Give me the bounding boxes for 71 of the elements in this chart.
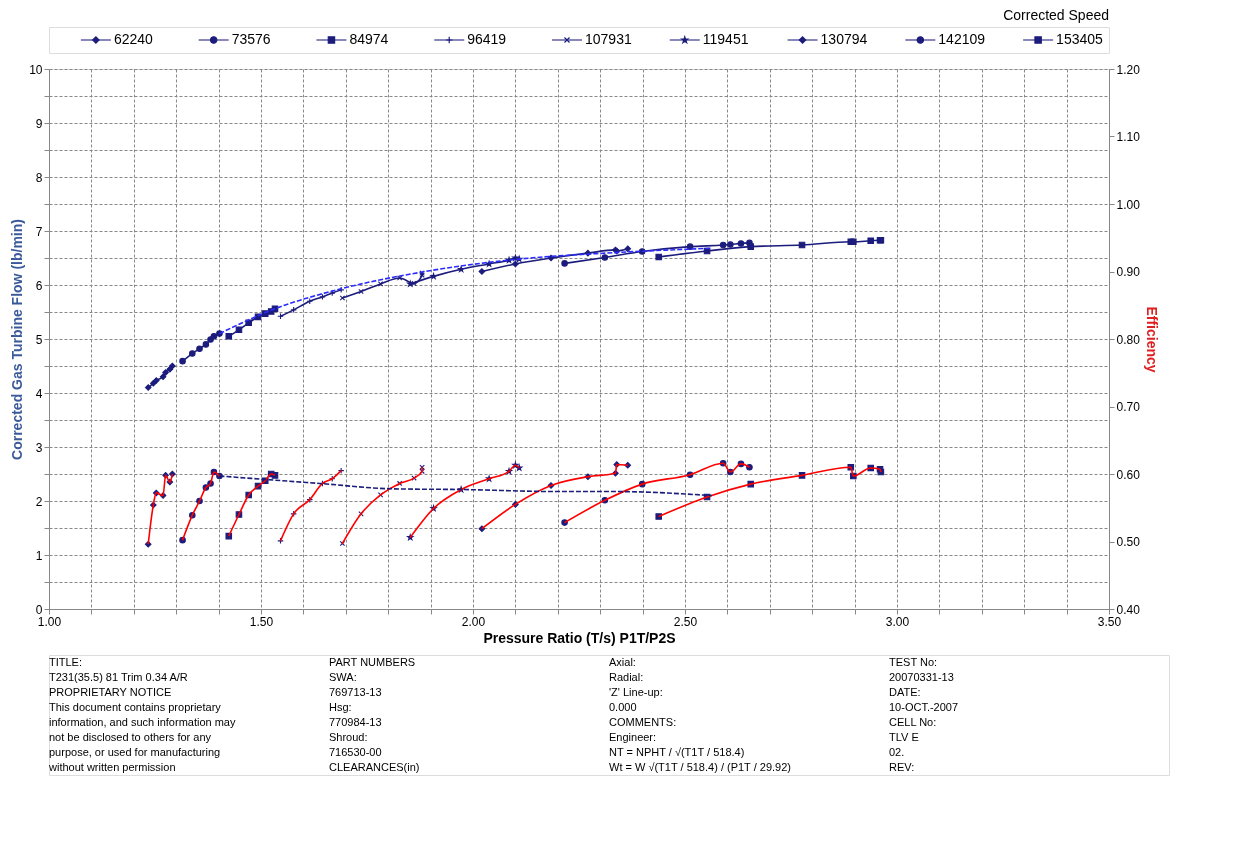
text: without written permission	[48, 760, 176, 773]
y-tick-label: 4	[35, 386, 43, 401]
y-tick-label: 10	[29, 62, 43, 77]
text: TEST No:	[889, 655, 938, 668]
text: This document contains proprietary	[49, 700, 222, 713]
y2-tick-label: 0.50	[1116, 535, 1141, 549]
legend-label: 62240	[113, 31, 154, 47]
y2-tick-label: 0.80	[1116, 332, 1141, 347]
text: Hsg:	[329, 700, 352, 713]
y-tick-label: 1	[35, 548, 43, 563]
text: 'Z' Line-up:	[609, 685, 663, 698]
y2-tick-label: 0.70	[1116, 400, 1141, 414]
y-tick-label: 3	[35, 440, 43, 455]
text: information, and such information may	[49, 715, 236, 728]
y2-tick-label: 1.00	[1116, 197, 1141, 212]
y-axis-title: Corrected Gas Turbine Flow (lb/min)	[9, 219, 26, 460]
legend-label: 142109	[938, 31, 986, 47]
text: 769713-13	[329, 685, 382, 698]
legend-label: 107931	[585, 31, 632, 47]
y2-tick-label: 1.10	[1116, 130, 1141, 144]
text: CELL No:	[889, 715, 937, 728]
y-tick-label: 9	[35, 116, 43, 131]
y-tick-label: 7	[35, 224, 43, 239]
text: 20070331-13	[889, 670, 954, 683]
y2-tick-label: 0.40	[1116, 602, 1141, 617]
legend-label: 96419	[467, 31, 507, 47]
x-tick-label: 1.50	[249, 614, 274, 629]
text: 02.	[889, 745, 905, 758]
text: Axial:	[609, 655, 636, 668]
text: TLV E	[889, 730, 919, 743]
x-tick-label: 3.50	[1097, 614, 1122, 629]
text: Engineer:	[609, 730, 657, 743]
text: T231(35.5) 81 Trim 0.34 A/R	[49, 670, 188, 683]
text: CLEARANCES(in)	[329, 760, 420, 773]
text: 0.000	[609, 700, 637, 713]
y-tick-label: 8	[35, 170, 43, 185]
text: Wt = W √(T1T / 518.4) / (P1T / 29.92)	[609, 760, 791, 773]
legend-label: 84974	[349, 31, 389, 47]
y-tick-label: 5	[35, 332, 43, 347]
text: COMMENTS:	[609, 715, 677, 728]
text: PART NUMBERS	[329, 655, 416, 668]
text: Shroud:	[329, 730, 368, 743]
text: 10-OCT.-2007	[889, 700, 959, 713]
text: not be disclosed to others for any	[49, 730, 212, 743]
y-tick-label: 6	[35, 278, 43, 293]
text: NT = NPHT / √(T1T / 518.4)	[609, 745, 745, 758]
legend-label: 130794	[820, 31, 868, 47]
legend-label: 153405	[1056, 31, 1104, 47]
text: REV:	[889, 760, 915, 773]
x-tick-label: 3.00	[885, 614, 910, 629]
text: 770984-13	[329, 715, 382, 728]
text: SWA:	[329, 670, 357, 683]
x-axis-title: Pressure Ratio (T/s) P1T/P2S	[483, 629, 676, 646]
text: PROPRIETARY NOTICE	[49, 685, 172, 698]
x-tick-label: 2.00	[461, 614, 486, 629]
x-tick-label: 1.00	[37, 614, 62, 629]
y2-axis-title: Efficiency	[1143, 306, 1160, 373]
y2-tick-label: 0.60	[1116, 467, 1141, 482]
text: purpose, or used for manufacturing	[49, 745, 221, 758]
y-tick-label: 0	[35, 602, 43, 617]
text: DATE:	[889, 685, 921, 698]
y-tick-label: 2	[35, 494, 43, 509]
legend-title: Corrected Speed	[1003, 7, 1109, 23]
y2-tick-label: 0.90	[1116, 265, 1141, 279]
text: 716530-00	[329, 745, 382, 758]
legend-label: 73576	[231, 31, 271, 47]
text: TITLE:	[49, 655, 83, 668]
y2-tick-label: 1.20	[1116, 62, 1141, 77]
legend-label: 119451	[702, 31, 749, 47]
x-tick-label: 2.50	[673, 614, 698, 629]
text: Radial:	[609, 670, 644, 683]
